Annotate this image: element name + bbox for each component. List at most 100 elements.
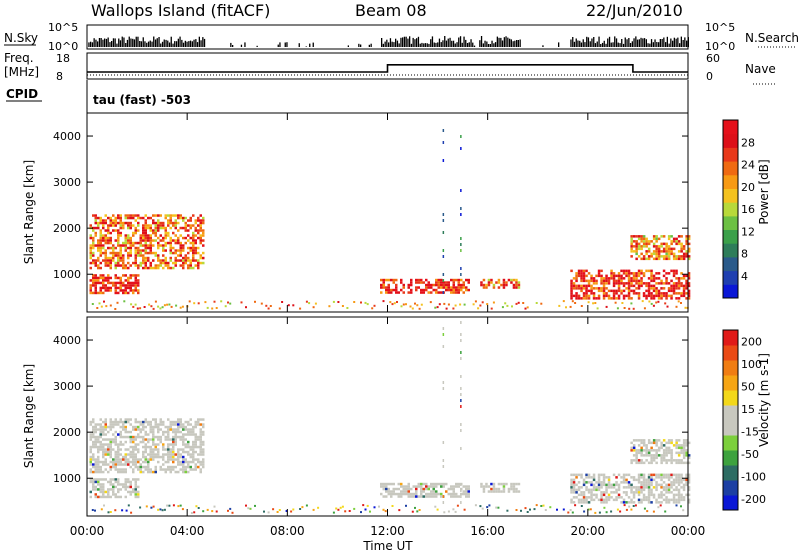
heatmap-cell — [612, 473, 616, 477]
heatmap-cell — [109, 440, 112, 444]
heatmap-cell — [500, 283, 503, 287]
heatmap-cell — [139, 251, 142, 255]
heatmap-cell — [129, 216, 132, 220]
heatmap-cell — [122, 423, 125, 426]
heatmap-cell — [479, 505, 482, 508]
heatmap-cell — [114, 465, 117, 469]
heatmap-cell — [119, 286, 122, 290]
heatmap-cell — [442, 279, 445, 282]
heatmap-cell — [392, 281, 395, 284]
heatmap-cell — [292, 304, 295, 307]
heatmap-cell — [192, 224, 195, 227]
heatmap-cell — [435, 490, 438, 493]
heatmap-cell — [687, 476, 691, 479]
heatmap-cell — [670, 449, 673, 452]
heatmap-cell — [457, 286, 460, 289]
heatmap-cell — [645, 237, 648, 241]
nsky-bar — [473, 45, 476, 47]
nsky-bar — [154, 39, 157, 47]
heatmap-cell — [172, 465, 175, 469]
heatmap-cell — [647, 247, 651, 251]
heatmap-cell — [482, 286, 486, 289]
heatmap-cell — [142, 428, 145, 431]
heatmap-cell — [152, 438, 155, 441]
heatmap-cell — [665, 247, 668, 251]
heatmap-cell — [167, 231, 170, 235]
heatmap-cell — [675, 501, 678, 504]
nsky-bar — [133, 39, 136, 47]
heatmap-cell — [460, 495, 462, 498]
heatmap-cell — [652, 287, 656, 290]
heatmap-cell — [124, 286, 127, 290]
heatmap-cell — [154, 300, 157, 303]
heatmap-cell — [94, 214, 97, 217]
heatmap-cell — [685, 274, 688, 278]
heatmap-cell — [182, 236, 185, 240]
heatmap-cell — [597, 297, 601, 300]
heatmap-cell — [660, 461, 663, 465]
heatmap-cell — [607, 493, 611, 497]
heatmap-cell — [117, 264, 120, 267]
nsky-bar — [279, 42, 281, 47]
heatmap-cell — [665, 272, 668, 275]
heatmap-cell — [134, 241, 137, 245]
heatmap-cell — [462, 485, 465, 488]
heatmap-cell — [571, 300, 574, 303]
heatmap-cell — [149, 246, 152, 250]
heatmap-cell — [672, 501, 676, 504]
heatmap-cell — [635, 274, 638, 278]
heatmap-cell — [114, 418, 117, 421]
heatmap-cell — [162, 420, 165, 424]
heatmap-cell — [682, 446, 686, 450]
heatmap-cell — [570, 292, 573, 295]
heatmap-cell — [585, 284, 588, 288]
heatmap-cell — [587, 282, 591, 285]
heatmap-cell — [215, 307, 218, 309]
heatmap-cell — [510, 281, 513, 284]
time-tick-label: 08:00 — [270, 524, 305, 538]
heatmap-cell — [142, 445, 145, 449]
heatmap-cell — [154, 455, 157, 459]
heatmap-cell — [164, 261, 167, 265]
heatmap-cell — [182, 433, 185, 436]
heatmap-cell — [97, 226, 100, 230]
heatmap-cell — [616, 307, 619, 310]
heatmap-cell — [199, 438, 202, 441]
heatmap-cell — [199, 219, 202, 222]
heatmap-cell — [657, 250, 661, 253]
heatmap-cell — [655, 292, 658, 295]
heatmap-cell — [465, 288, 468, 292]
heatmap-cell — [132, 445, 135, 449]
heatmap-cell — [675, 488, 678, 492]
heatmap-cell — [142, 216, 145, 220]
heatmap-cell — [502, 490, 506, 493]
heatmap-cell — [199, 463, 202, 466]
heatmap-cell — [211, 307, 214, 310]
heatmap-cell — [127, 239, 130, 242]
heatmap-cell — [380, 485, 383, 488]
heatmap-cell — [622, 498, 626, 502]
heatmap-cell — [149, 445, 152, 449]
heatmap-cell — [517, 482, 521, 486]
heatmap-cell — [124, 440, 127, 444]
heatmap-cell — [99, 495, 102, 499]
heatmap-cell — [460, 249, 462, 252]
nsky-bar — [116, 43, 118, 47]
heatmap-cell — [194, 251, 197, 255]
heatmap-cell — [460, 351, 462, 354]
heatmap-cell — [202, 448, 205, 451]
heatmap-cell — [605, 279, 608, 283]
heatmap-cell — [139, 468, 142, 471]
heatmap-cell — [632, 459, 636, 462]
heatmap-cell — [670, 461, 673, 465]
heatmap-cell — [657, 454, 661, 457]
time-axis: 00:00 04:00 08:00 12:00 16:00 20:00 00:00 — [70, 113, 705, 538]
heatmap-cell — [612, 274, 616, 278]
heatmap-cell — [452, 278, 455, 282]
nsky-bar — [607, 38, 609, 47]
heatmap-cell — [102, 425, 105, 429]
heatmap-cell — [112, 485, 115, 489]
nsky-bar — [451, 40, 453, 47]
heatmap-cell — [384, 510, 387, 513]
heatmap-cell — [132, 241, 135, 245]
